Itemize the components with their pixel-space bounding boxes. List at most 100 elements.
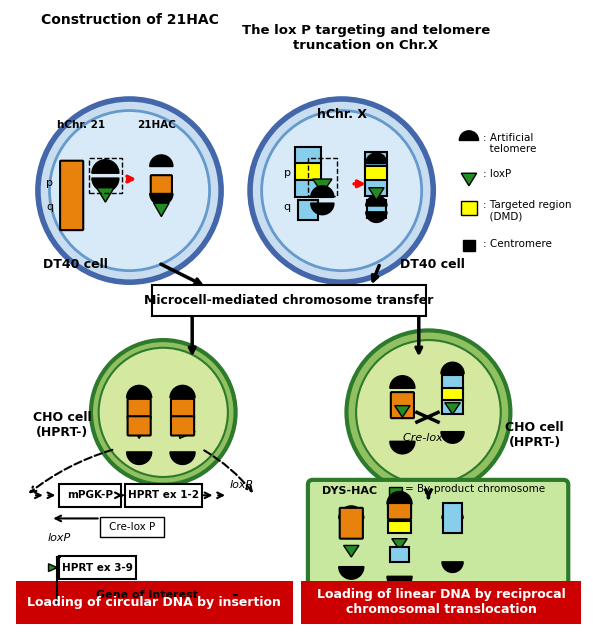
FancyBboxPatch shape xyxy=(442,388,463,401)
Circle shape xyxy=(98,348,228,477)
Polygon shape xyxy=(392,539,407,550)
Wedge shape xyxy=(366,195,387,206)
Text: : Artificial
  telomere: : Artificial telomere xyxy=(483,133,537,154)
FancyBboxPatch shape xyxy=(16,581,294,624)
FancyBboxPatch shape xyxy=(295,179,321,197)
Polygon shape xyxy=(97,188,114,202)
Polygon shape xyxy=(313,179,332,193)
FancyBboxPatch shape xyxy=(171,417,194,436)
Wedge shape xyxy=(442,562,463,573)
FancyBboxPatch shape xyxy=(295,146,321,164)
FancyBboxPatch shape xyxy=(127,417,151,436)
Text: DT40 cell: DT40 cell xyxy=(43,258,107,271)
FancyBboxPatch shape xyxy=(308,480,568,610)
Wedge shape xyxy=(387,491,412,504)
Text: Loading of linear DNA by reciprocal
chromosomal translocation: Loading of linear DNA by reciprocal chro… xyxy=(317,588,565,616)
Text: Cre-lox P: Cre-lox P xyxy=(403,433,454,443)
Polygon shape xyxy=(49,564,57,571)
FancyBboxPatch shape xyxy=(151,175,172,195)
Text: CHO cell
(HPRT-): CHO cell (HPRT-) xyxy=(505,421,564,449)
Text: hChr. 21: hChr. 21 xyxy=(58,120,106,130)
FancyBboxPatch shape xyxy=(390,487,402,498)
FancyBboxPatch shape xyxy=(171,399,194,418)
FancyBboxPatch shape xyxy=(442,400,463,414)
Text: hChr. X: hChr. X xyxy=(317,108,366,121)
FancyBboxPatch shape xyxy=(59,583,235,606)
Text: DYS-HAC: DYS-HAC xyxy=(323,486,378,496)
Wedge shape xyxy=(441,432,464,443)
Text: : loxP: : loxP xyxy=(483,169,512,179)
Text: loxP: loxP xyxy=(47,533,71,543)
Wedge shape xyxy=(339,506,364,519)
FancyBboxPatch shape xyxy=(60,160,83,230)
Wedge shape xyxy=(311,186,334,197)
Text: 21HAC: 21HAC xyxy=(137,120,176,130)
Text: The lox P targeting and telomere
truncation on Chr.X: The lox P targeting and telomere truncat… xyxy=(241,24,490,52)
FancyBboxPatch shape xyxy=(461,201,477,215)
FancyBboxPatch shape xyxy=(125,484,202,507)
Text: loxP: loxP xyxy=(230,479,253,489)
Polygon shape xyxy=(180,425,195,439)
FancyBboxPatch shape xyxy=(152,285,426,316)
Wedge shape xyxy=(150,193,173,205)
Text: = By-product chromosome: = By-product chromosome xyxy=(405,484,546,495)
Circle shape xyxy=(356,340,500,485)
Polygon shape xyxy=(369,188,384,200)
Wedge shape xyxy=(170,385,195,398)
FancyBboxPatch shape xyxy=(365,152,387,167)
Wedge shape xyxy=(390,376,415,388)
Text: Microcell-mediated chromosome transfer: Microcell-mediated chromosome transfer xyxy=(144,294,433,307)
FancyBboxPatch shape xyxy=(391,392,414,418)
Text: p: p xyxy=(46,178,53,188)
Wedge shape xyxy=(92,160,119,173)
Text: q: q xyxy=(46,202,53,212)
FancyBboxPatch shape xyxy=(388,503,411,519)
FancyBboxPatch shape xyxy=(463,240,475,251)
Polygon shape xyxy=(132,425,147,439)
Wedge shape xyxy=(366,153,387,164)
Polygon shape xyxy=(154,203,169,217)
Text: Gene of Interest: Gene of Interest xyxy=(96,590,198,600)
FancyBboxPatch shape xyxy=(367,200,385,218)
Wedge shape xyxy=(92,178,119,191)
FancyBboxPatch shape xyxy=(390,547,409,562)
Text: Cre-lox P: Cre-lox P xyxy=(109,522,155,532)
Circle shape xyxy=(38,99,221,282)
Wedge shape xyxy=(127,452,152,465)
Text: CHO cell
(HPRT-): CHO cell (HPRT-) xyxy=(33,411,91,439)
FancyBboxPatch shape xyxy=(127,399,151,418)
Polygon shape xyxy=(343,545,359,557)
Wedge shape xyxy=(441,362,464,374)
Wedge shape xyxy=(311,203,334,215)
Text: q: q xyxy=(283,202,291,212)
Wedge shape xyxy=(127,385,152,398)
Circle shape xyxy=(262,110,422,271)
Text: p: p xyxy=(283,168,291,178)
Polygon shape xyxy=(445,403,460,414)
Wedge shape xyxy=(339,567,364,579)
Circle shape xyxy=(346,330,511,495)
Wedge shape xyxy=(390,441,415,454)
Wedge shape xyxy=(460,131,479,141)
FancyBboxPatch shape xyxy=(388,521,410,533)
FancyBboxPatch shape xyxy=(365,166,387,181)
FancyBboxPatch shape xyxy=(340,508,363,539)
Text: : Centromere: : Centromere xyxy=(483,239,552,249)
Circle shape xyxy=(91,340,235,485)
Wedge shape xyxy=(442,508,463,519)
Text: HPRT ex 3-9: HPRT ex 3-9 xyxy=(62,562,133,573)
FancyBboxPatch shape xyxy=(59,484,121,507)
Text: Construction of 21HAC: Construction of 21HAC xyxy=(40,13,218,27)
Text: mPGK-P: mPGK-P xyxy=(67,490,113,500)
FancyBboxPatch shape xyxy=(442,375,463,389)
FancyBboxPatch shape xyxy=(59,556,136,579)
Wedge shape xyxy=(150,155,173,167)
Polygon shape xyxy=(461,173,477,186)
FancyBboxPatch shape xyxy=(444,503,462,533)
Circle shape xyxy=(49,110,209,271)
FancyBboxPatch shape xyxy=(295,163,321,181)
Wedge shape xyxy=(387,576,412,589)
Text: DT40 cell: DT40 cell xyxy=(400,258,464,271)
Polygon shape xyxy=(395,406,410,417)
Text: Loading of circular DNA by insertion: Loading of circular DNA by insertion xyxy=(27,596,280,609)
